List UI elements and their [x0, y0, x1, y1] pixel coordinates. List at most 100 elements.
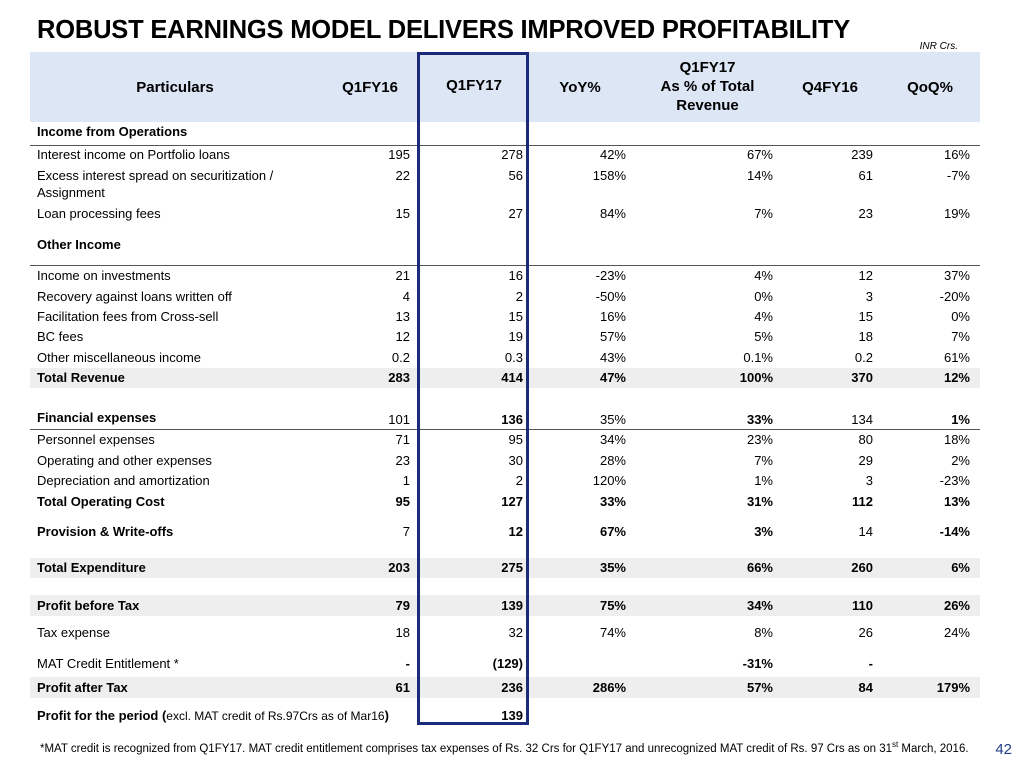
cell-q1fy16: 1 — [402, 473, 410, 488]
cell-qoq: 26% — [943, 598, 970, 613]
row-label: Other Income — [37, 237, 121, 252]
cell-q1fy16: 61 — [395, 680, 410, 695]
table-header-band — [30, 52, 980, 122]
row-label: Profit after Tax — [37, 680, 128, 695]
cell-pct-revenue: 3% — [754, 524, 773, 539]
row-label-tail: ) — [384, 708, 389, 723]
cell-yoy: -50% — [595, 289, 626, 304]
cell-pct-revenue: 1% — [754, 473, 773, 488]
page-number: 42 — [995, 741, 1012, 758]
cell-q1fy16: 18 — [395, 625, 410, 640]
cell-pct-revenue: 0.1% — [743, 350, 773, 365]
cell-qoq: -14% — [939, 524, 970, 539]
cell-q1fy16: 203 — [388, 560, 410, 575]
row-divider — [30, 429, 980, 430]
row-label: Facilitation fees from Cross-sell — [37, 309, 219, 324]
header-q1fy16: Q1FY16 — [342, 79, 398, 96]
row-label: Loan processing fees — [37, 206, 161, 221]
cell-q4fy16: 84 — [858, 680, 873, 695]
cell-qoq: 12% — [943, 370, 970, 385]
cell-qoq: -7% — [946, 168, 970, 183]
total-expenditure-shade — [30, 558, 980, 578]
cell-qoq: 2% — [951, 453, 970, 468]
cell-q4fy16: 3 — [865, 473, 873, 488]
cell-q1fy16: 13 — [395, 309, 410, 324]
row-label: Financial expenses — [37, 410, 157, 425]
cell-pct-revenue: 23% — [746, 432, 773, 447]
cell-qoq: 61% — [943, 350, 970, 365]
cell-yoy: 33% — [599, 494, 626, 509]
cell-qoq: -23% — [939, 473, 970, 488]
cell-q1fy17: 2 — [515, 289, 523, 304]
cell-q4fy16: 239 — [851, 147, 873, 162]
row-label: Income on investments — [37, 268, 171, 283]
cell-qoq: -20% — [939, 289, 970, 304]
header-qoq: QoQ% — [907, 79, 953, 96]
cell-q1fy17: 0.3 — [504, 350, 523, 365]
cell-q4fy16: 26 — [858, 625, 873, 640]
row-divider — [30, 145, 980, 146]
slide-title: ROBUST EARNINGS MODEL DELIVERS IMPROVED … — [37, 16, 851, 44]
cell-yoy: -23% — [595, 268, 626, 283]
cell-pct-revenue: 7% — [754, 453, 773, 468]
cell-q4fy16: 112 — [852, 494, 873, 509]
total-revenue-shade — [30, 368, 980, 388]
cell-pct-revenue: 8% — [754, 625, 773, 640]
cell-q1fy16: 12 — [395, 329, 410, 344]
cell-q4fy16: 110 — [852, 598, 873, 613]
cell-q4fy16: 14 — [858, 524, 873, 539]
cell-q1fy16: 7 — [402, 524, 410, 539]
footnote-sup: st — [892, 740, 899, 749]
cell-pct-revenue: 100% — [739, 370, 773, 385]
row-label: Personnel expenses — [37, 432, 155, 447]
header-pct-line2: As % of Total — [660, 78, 755, 95]
cell-yoy: 75% — [599, 598, 626, 613]
cell-q1fy16: 21 — [395, 268, 410, 283]
cell-yoy: 16% — [599, 309, 626, 324]
profit-before-tax-shade — [30, 595, 980, 616]
cell-q1fy16: 15 — [395, 206, 410, 221]
cell-qoq: 7% — [951, 329, 970, 344]
profit-after-tax-shade — [30, 677, 980, 698]
cell-yoy: 74% — [599, 625, 626, 640]
row-label: Recovery against loans written off — [37, 289, 232, 304]
cell-yoy: 43% — [599, 350, 626, 365]
cell-q1fy16: - — [405, 656, 410, 671]
cell-qoq: 37% — [943, 268, 970, 283]
row-label: Operating and other expenses — [37, 453, 212, 468]
cell-pct-revenue: 0% — [754, 289, 773, 304]
cell-pct-revenue: 33% — [746, 412, 773, 427]
cell-yoy: 35% — [599, 560, 626, 575]
row-label: MAT Credit Entitlement * — [37, 656, 179, 671]
cell-pct-revenue: 66% — [746, 560, 773, 575]
cell-q4fy16: 12 — [858, 268, 873, 283]
cell-q1fy17: 30 — [508, 453, 523, 468]
cell-q4fy16: - — [868, 656, 873, 671]
cell-pct-revenue: 57% — [746, 680, 773, 695]
footnote: *MAT credit is recognized from Q1FY17. M… — [40, 737, 970, 757]
cell-qoq: 179% — [936, 680, 970, 695]
cell-q4fy16: 370 — [851, 370, 873, 385]
cell-pct-revenue: 4% — [754, 309, 773, 324]
row-divider — [30, 265, 980, 266]
cell-q1fy17: 27 — [508, 206, 523, 221]
cell-q1fy16: 0.2 — [391, 350, 410, 365]
cell-q1fy16: 22 — [395, 168, 410, 183]
row-label: BC fees — [37, 329, 84, 344]
row-label: Profit for the period (excl. MAT credit … — [37, 707, 437, 725]
cell-yoy: 120% — [592, 473, 626, 488]
row-label: Tax expense — [37, 625, 110, 640]
footnote-text: *MAT credit is recognized from Q1FY17. M… — [40, 742, 892, 755]
cell-q1fy17: 12 — [508, 524, 523, 539]
cell-pct-revenue: 31% — [746, 494, 773, 509]
cell-yoy: 35% — [599, 412, 626, 427]
cell-pct-revenue: -31% — [742, 656, 773, 671]
cell-qoq: 24% — [943, 625, 970, 640]
cell-yoy: 47% — [599, 370, 626, 385]
cell-qoq: 19% — [943, 206, 970, 221]
cell-q4fy16: 260 — [851, 560, 873, 575]
cell-q1fy16: 283 — [388, 370, 410, 385]
cell-q1fy16: 4 — [402, 289, 410, 304]
cell-q1fy17: 15 — [508, 309, 523, 324]
cell-yoy: 84% — [599, 206, 626, 221]
